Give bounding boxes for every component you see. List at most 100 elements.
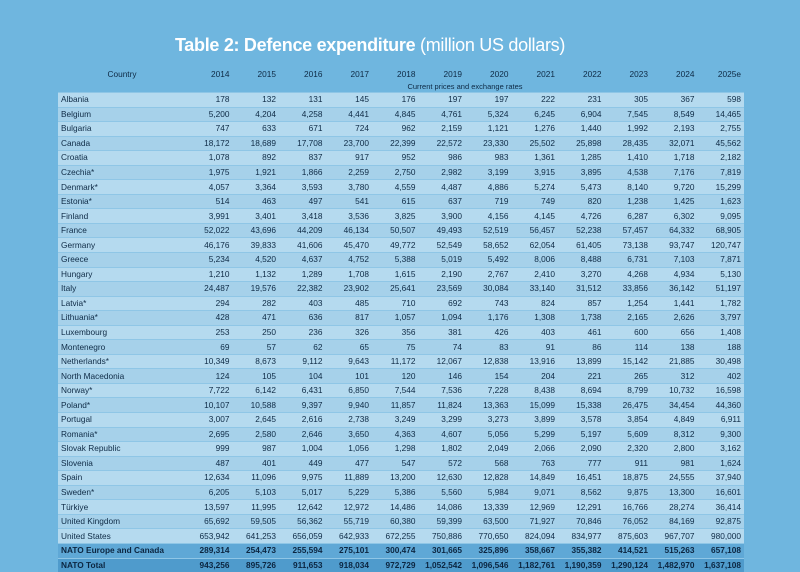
value-cell: 9,095 <box>698 209 745 224</box>
value-cell: 1,975 <box>186 165 233 180</box>
value-cell: 9,975 <box>279 471 326 486</box>
value-cell: 255,594 <box>279 543 326 558</box>
value-cell: 3,401 <box>233 209 280 224</box>
value-cell: 3,915 <box>512 165 559 180</box>
value-cell: 2,616 <box>279 413 326 428</box>
value-cell: 719 <box>465 194 512 209</box>
value-cell: 105 <box>233 369 280 384</box>
value-cell: 7,536 <box>419 383 466 398</box>
value-cell: 41,606 <box>279 238 326 253</box>
value-cell: 325,896 <box>465 543 512 558</box>
value-cell: 4,538 <box>605 165 652 180</box>
value-cell: 14,849 <box>512 471 559 486</box>
value-cell: 76,052 <box>605 514 652 529</box>
country-cell: Finland <box>58 209 186 224</box>
value-cell: 9,940 <box>326 398 373 413</box>
value-cell: 221 <box>558 369 605 384</box>
value-cell: 911,653 <box>279 558 326 572</box>
value-cell: 289,314 <box>186 543 233 558</box>
value-cell: 2,646 <box>279 427 326 442</box>
country-cell: Spain <box>58 471 186 486</box>
value-cell: 2,165 <box>605 311 652 326</box>
value-cell: 265 <box>605 369 652 384</box>
value-cell: 1,290,124 <box>605 558 652 572</box>
value-cell: 23,700 <box>326 136 373 151</box>
value-cell: 3,249 <box>372 413 419 428</box>
value-cell: 25,502 <box>512 136 559 151</box>
value-cell: 5,984 <box>465 485 512 500</box>
value-cell: 17,708 <box>279 136 326 151</box>
value-cell: 1,921 <box>233 165 280 180</box>
country-cell: NATO Europe and Canada <box>58 543 186 558</box>
value-cell: 1,078 <box>186 151 233 166</box>
country-cell: France <box>58 223 186 238</box>
value-cell: 600 <box>605 325 652 340</box>
value-cell: 9,112 <box>279 354 326 369</box>
value-cell: 2,049 <box>465 442 512 457</box>
value-cell: 22,382 <box>279 282 326 297</box>
value-cell: 12,630 <box>419 471 466 486</box>
value-cell: 3,273 <box>465 413 512 428</box>
value-cell: 2,066 <box>512 442 559 457</box>
value-cell: 16,766 <box>605 500 652 515</box>
value-cell: 24,487 <box>186 282 233 297</box>
value-cell: 52,238 <box>558 223 605 238</box>
value-cell: 471 <box>233 311 280 326</box>
value-cell: 403 <box>512 325 559 340</box>
value-cell: 12,067 <box>419 354 466 369</box>
value-cell: 381 <box>419 325 466 340</box>
value-cell: 598 <box>698 93 745 108</box>
value-cell: 45,470 <box>326 238 373 253</box>
value-cell: 10,107 <box>186 398 233 413</box>
value-cell: 6,731 <box>605 253 652 268</box>
value-cell: 2,750 <box>372 165 419 180</box>
value-cell: 7,545 <box>605 107 652 122</box>
country-cell: Poland* <box>58 398 186 413</box>
value-cell: 943,256 <box>186 558 233 572</box>
value-cell: 895,726 <box>233 558 280 572</box>
value-cell: 30,084 <box>465 282 512 297</box>
value-cell: 2,580 <box>233 427 280 442</box>
value-cell: 7,819 <box>698 165 745 180</box>
value-cell: 197 <box>465 93 512 108</box>
value-cell: 10,349 <box>186 354 233 369</box>
value-cell: 983 <box>465 151 512 166</box>
value-cell: 743 <box>465 296 512 311</box>
value-cell: 5,130 <box>698 267 745 282</box>
value-cell: 1,866 <box>279 165 326 180</box>
value-cell: 892 <box>233 151 280 166</box>
value-cell: 4,145 <box>512 209 559 224</box>
value-cell: 60,380 <box>372 514 419 529</box>
country-cell: Netherlands* <box>58 354 186 369</box>
value-cell: 254,473 <box>233 543 280 558</box>
value-cell: 1,254 <box>605 296 652 311</box>
value-cell: 23,569 <box>419 282 466 297</box>
value-cell: 1,210 <box>186 267 233 282</box>
value-cell: 36,414 <box>698 500 745 515</box>
value-cell: 3,418 <box>279 209 326 224</box>
value-cell: 12,969 <box>512 500 559 515</box>
country-cell: Latvia* <box>58 296 186 311</box>
value-cell: 426 <box>465 325 512 340</box>
value-cell: 972,729 <box>372 558 419 572</box>
value-cell: 12,828 <box>465 471 512 486</box>
value-cell: 497 <box>279 194 326 209</box>
value-cell: 22,572 <box>419 136 466 151</box>
value-cell: 176 <box>372 93 419 108</box>
value-cell: 1,718 <box>651 151 698 166</box>
subheader-row: Current prices and exchange rates <box>58 81 744 93</box>
country-cell: Norway* <box>58 383 186 398</box>
value-cell: 65,692 <box>186 514 233 529</box>
value-cell: 6,904 <box>558 107 605 122</box>
value-cell: 7,103 <box>651 253 698 268</box>
value-cell: 656,059 <box>279 529 326 544</box>
value-cell: 188 <box>698 340 745 355</box>
value-cell: 120,747 <box>698 238 745 253</box>
value-cell: 653,942 <box>186 529 233 544</box>
value-cell: 92,875 <box>698 514 745 529</box>
value-cell: 541 <box>326 194 373 209</box>
